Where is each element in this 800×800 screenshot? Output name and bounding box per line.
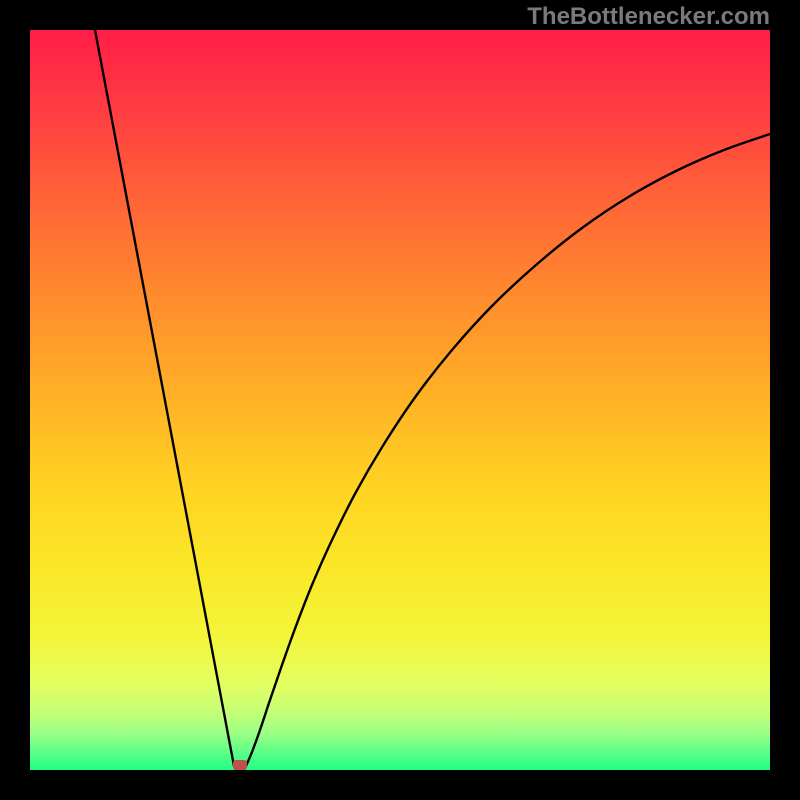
- minimum-marker: [233, 760, 247, 770]
- plot-area: [30, 30, 770, 770]
- curve-overlay: [30, 30, 770, 770]
- chart-container: TheBottlenecker.com: [0, 0, 800, 800]
- watermark-text: TheBottlenecker.com: [527, 3, 770, 31]
